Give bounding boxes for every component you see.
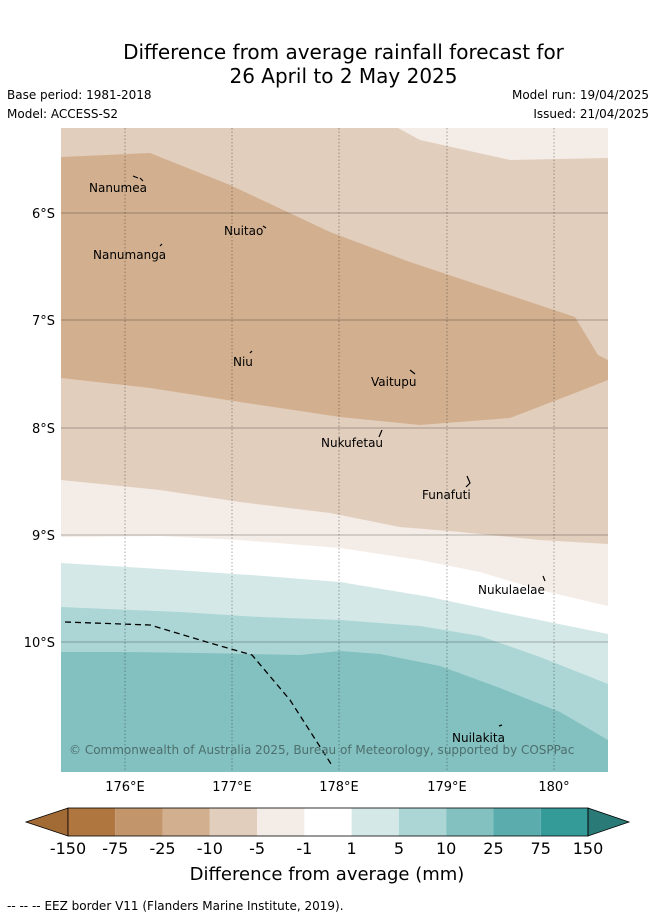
lon-label: 177°E bbox=[212, 780, 252, 795]
colorbar-segment bbox=[446, 808, 494, 836]
colorbar-tick-label: 150 bbox=[573, 839, 604, 858]
eez-border-line bbox=[64, 621, 334, 768]
place-label: Nanumanga bbox=[93, 248, 166, 262]
colorbar-segment bbox=[304, 808, 352, 836]
colorbar-tick-label: -1 bbox=[296, 839, 312, 858]
island-shapes bbox=[132, 175, 546, 727]
place-label: Nuilakita bbox=[452, 731, 505, 745]
graticule bbox=[61, 128, 608, 772]
colorbar-tick-label: 25 bbox=[483, 839, 503, 858]
lon-label: 179°E bbox=[427, 780, 467, 795]
place-label: Niu bbox=[233, 355, 253, 369]
colorbar-segment bbox=[115, 808, 163, 836]
colorbar-segment bbox=[398, 808, 447, 836]
colorbar-tick-label: 75 bbox=[531, 839, 551, 858]
base-period: Base period: 1981-2018 bbox=[7, 88, 152, 102]
colorbar-segment bbox=[540, 808, 588, 836]
lat-label: 8°S bbox=[32, 422, 55, 437]
longitude-labels: 176°E 177°E 178°E 179°E 180° bbox=[105, 780, 569, 795]
colorbar-tick-label: 5 bbox=[394, 839, 404, 858]
rainfall-bands bbox=[61, 128, 608, 772]
colorbar-segment bbox=[68, 808, 116, 836]
lon-label: 180° bbox=[538, 780, 569, 795]
place-label: Funafuti bbox=[422, 488, 471, 502]
colorbar bbox=[24, 807, 631, 837]
colorbar-tick-label: -150 bbox=[50, 839, 86, 858]
colorbar-tick-label: 10 bbox=[436, 839, 456, 858]
place-label: Nuitao bbox=[224, 224, 263, 238]
colorbar-segment bbox=[209, 808, 258, 836]
lat-label: 10°S bbox=[24, 636, 55, 651]
colorbar-ticks: -150 -75 -25 -10 -5 -1 1 5 10 25 75 150 bbox=[50, 839, 603, 858]
colorbar-tick-label: -5 bbox=[249, 839, 265, 858]
model-name: Model: ACCESS-S2 bbox=[7, 107, 119, 121]
issued-date: Issued: 21/04/2025 bbox=[533, 107, 649, 121]
copyright-text: © Commonwealth of Australia 2025, Bureau… bbox=[69, 743, 574, 757]
eez-legend: -- -- -- EEZ border V11 (Flanders Marine… bbox=[7, 899, 344, 913]
lat-label: 6°S bbox=[32, 207, 55, 222]
place-label: Nanumea bbox=[89, 181, 147, 195]
colorbar-segment bbox=[257, 808, 305, 836]
lat-label: 7°S bbox=[32, 314, 55, 329]
lon-label: 176°E bbox=[105, 780, 145, 795]
title-line-1: Difference from average rainfall forecas… bbox=[123, 40, 564, 64]
latitude-labels: 6°S 7°S 8°S 9°S 10°S bbox=[24, 207, 55, 651]
place-labels: Nanumea Nuitao Nanumanga Niu Vaitupu Nuk… bbox=[89, 181, 545, 745]
eez-dash-symbol: -- -- -- bbox=[7, 899, 41, 913]
colorbar-frame bbox=[67, 807, 589, 837]
eez-legend-text: EEZ border V11 (Flanders Marine Institut… bbox=[44, 899, 344, 913]
title-line-2: 26 April to 2 May 2025 bbox=[229, 64, 458, 88]
colorbar-tick-label: -25 bbox=[149, 839, 175, 858]
colorbar-tick-label: -75 bbox=[102, 839, 128, 858]
place-label: Nukufetau bbox=[321, 436, 383, 450]
colorbar-segment bbox=[493, 808, 541, 836]
colorbar-title: Difference from average (mm) bbox=[190, 864, 465, 885]
lon-label: 178°E bbox=[319, 780, 359, 795]
band-minus25-to-minus10 bbox=[61, 153, 608, 425]
colorbar-tick-label: 1 bbox=[347, 839, 357, 858]
model-run: Model run: 19/04/2025 bbox=[511, 88, 649, 102]
colorbar-extend-low bbox=[24, 807, 69, 837]
colorbar-segment bbox=[351, 808, 399, 836]
colorbar-tick-label: -10 bbox=[197, 839, 223, 858]
map-title: Difference from average rainfall forecas… bbox=[0, 40, 655, 88]
lat-label: 9°S bbox=[32, 529, 55, 544]
place-label: Vaitupu bbox=[371, 375, 417, 389]
colorbar-extend-high bbox=[587, 807, 631, 837]
colorbar-segment bbox=[162, 808, 210, 836]
place-label: Nukulaelae bbox=[478, 583, 545, 597]
